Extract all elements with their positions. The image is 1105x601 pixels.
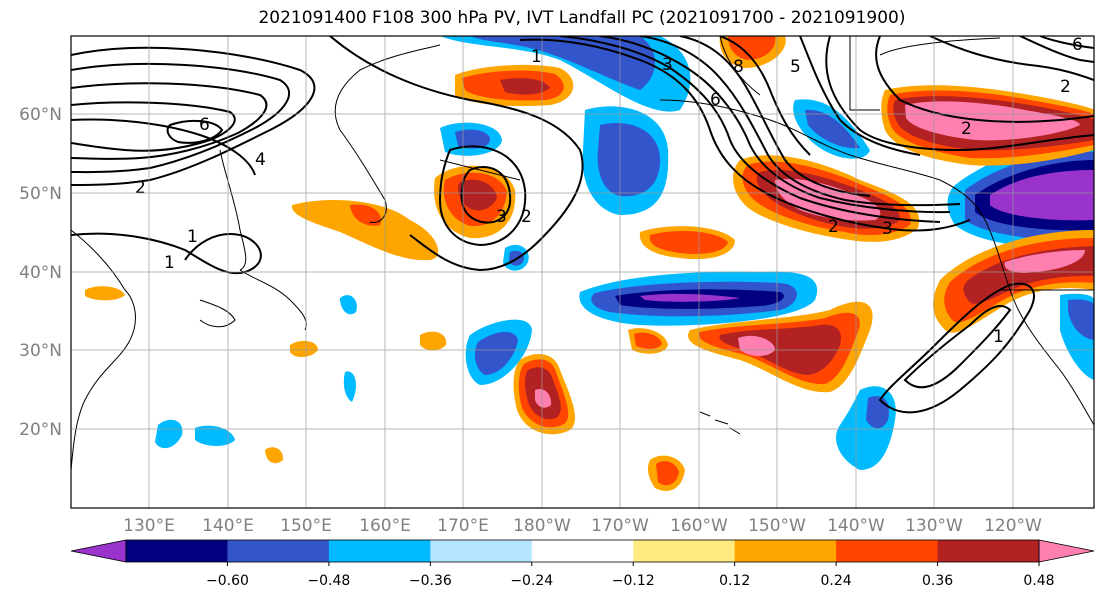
colorbar-swatch (937, 540, 1040, 562)
map-frame (70, 35, 1095, 509)
contour-label: 1 (164, 253, 175, 273)
lat-label: 40°N (19, 263, 62, 283)
colorbar-swatch (126, 540, 228, 562)
contour-label-group: 1 1 2 2 2 3 3 4 5 6 6 6 8 2 1 1 2 3 (135, 35, 1083, 347)
lat-label: 50°N (19, 184, 62, 204)
colorbar-swatch (633, 540, 736, 562)
lat-axis: 60°N 50°N 40°N 30°N 20°N (19, 105, 62, 440)
contour-label: 3 (496, 207, 507, 227)
lon-label: 150°E (280, 516, 332, 536)
contour-label: 2 (1060, 77, 1071, 97)
colorbar-tick-label: −0.60 (206, 573, 249, 589)
colorbar-extend-low (70, 539, 127, 563)
contour-label: 2 (828, 217, 839, 237)
colorbar-swatch (531, 540, 634, 562)
colorbar-swatch (227, 540, 330, 562)
contour-label: 6 (1072, 35, 1083, 55)
lon-label: 170°W (591, 516, 649, 536)
colorbar-tick-label: −0.24 (510, 573, 553, 589)
colorbar-extend-high (1038, 539, 1095, 563)
anomaly-positive-west (291, 200, 439, 261)
lon-label: 180°W (513, 516, 571, 536)
contour-label: 1 (993, 327, 1004, 347)
contour-label: 2 (961, 119, 972, 139)
colorbar-tick-label: 0.12 (719, 573, 750, 589)
contour-label: 1 (187, 227, 198, 247)
colorbar-tick-label: 0.36 (922, 573, 953, 589)
contour-label: 1 (531, 47, 542, 67)
lon-label: 130°E (123, 516, 175, 536)
coast-east-asia (71, 229, 136, 471)
coast-alaska (659, 99, 941, 181)
contour-lines (71, 36, 1094, 414)
lat-label: 20°N (19, 420, 62, 440)
contour-label: 4 (255, 150, 266, 170)
colorbar-tick-label: 0.24 (821, 573, 852, 589)
lon-label: 160°E (359, 516, 411, 536)
contour-label: 5 (790, 57, 801, 77)
contour-label: 6 (710, 90, 721, 110)
contour-label: 6 (199, 115, 210, 135)
contour-label: 8 (733, 57, 744, 77)
colorbar-tick-label: 0.48 (1023, 573, 1054, 589)
contour-label: 3 (882, 219, 893, 239)
lon-label: 140°E (202, 516, 254, 536)
colorbar-tick-label: −0.48 (307, 573, 350, 589)
contour-west-coast-trough (878, 282, 1035, 414)
colorbar-swatch (836, 540, 939, 562)
colorbar-outline (125, 539, 1040, 563)
colorbar-swatch (734, 540, 837, 562)
colorbar: −0.60 −0.48 −0.36 −0.24 −0.12 0.12 0.24 0.36 0.4… (70, 539, 1095, 589)
lon-axis: 130°E 140°E 150°E 160°E 170°E 180°W 170°… (123, 516, 1042, 536)
lon-label: 130°W (905, 516, 963, 536)
graticule (71, 36, 1094, 508)
contour-label: 3 (662, 55, 673, 75)
lat-label: 30°N (19, 341, 62, 361)
lon-label: 170°E (437, 516, 489, 536)
lon-label: 140°W (827, 516, 885, 536)
colorbar-tick-label: −0.36 (409, 573, 452, 589)
lat-label: 60°N (19, 105, 62, 125)
contour-label: 2 (521, 207, 532, 227)
figure-title: 2021091400 F108 300 hPa PV, IVT Landfall… (258, 8, 906, 28)
colorbar-swatch (430, 540, 533, 562)
colorbar-swatch (328, 540, 431, 562)
contour-label: 2 (135, 178, 146, 198)
lon-label: 150°W (748, 516, 806, 536)
colorbar-tick-label: −0.12 (612, 573, 655, 589)
lon-label: 120°W (984, 516, 1042, 536)
lon-label: 160°W (670, 516, 728, 536)
